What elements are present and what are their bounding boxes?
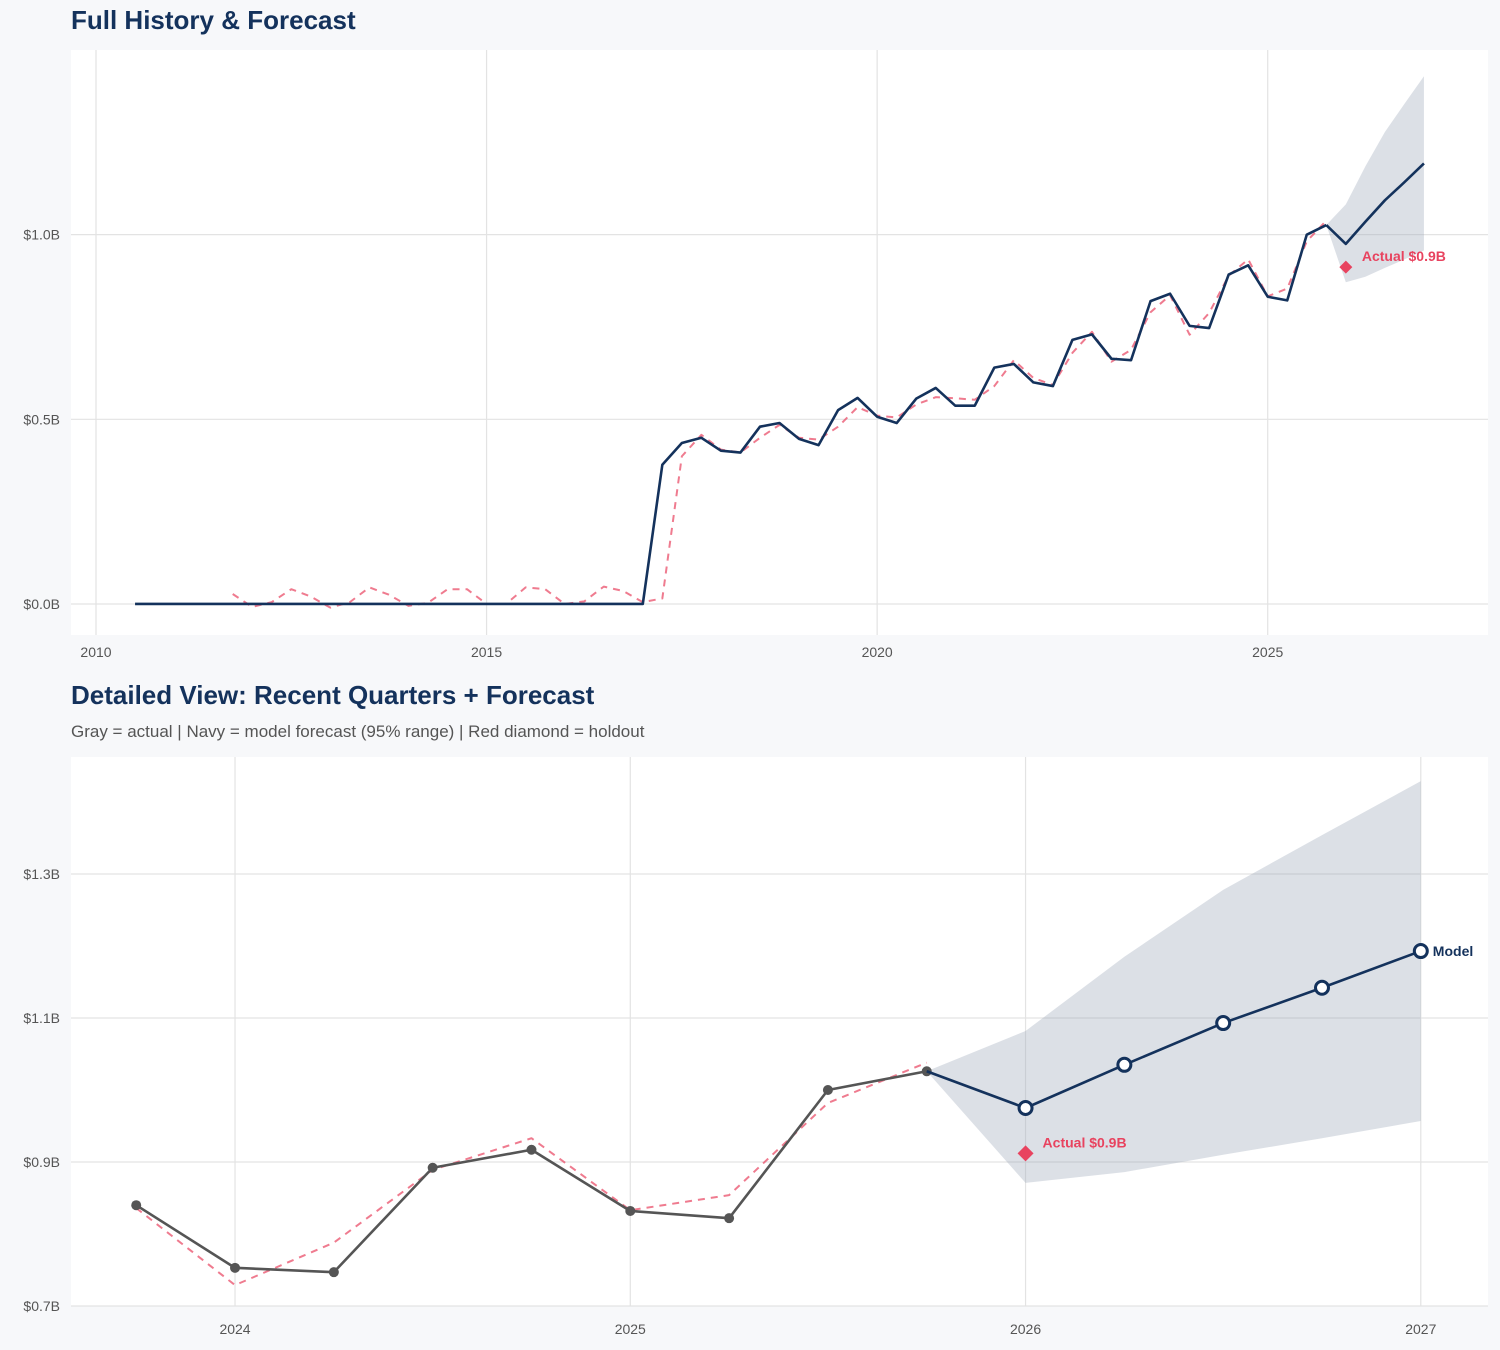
actual-line [135,223,1327,606]
forecast-point [1412,943,1429,960]
plot-area [71,757,1488,1306]
forecast-point [1017,1100,1034,1116]
forecast-point [1215,1015,1232,1032]
actual-point [427,1162,438,1173]
holdout-diamond [1339,260,1353,274]
x-tick-label: 2025 [1252,644,1283,660]
y-tick-label: $0.5B [23,411,60,427]
x-tick-label: 2026 [1010,1321,1041,1337]
history-chart-title: Full History & Forecast [71,5,356,35]
forecast-band [926,781,1421,1183]
actual-point [822,1085,833,1095]
y-tick-label: $1.0B [23,227,60,243]
x-tick-label: 2027 [1405,1321,1436,1337]
actual-point [625,1205,636,1216]
actual-point [328,1267,339,1278]
holdout-label: Actual $0.9B [1043,1134,1127,1150]
x-tick-label: 2025 [615,1321,646,1337]
holdout-diamond [1017,1145,1034,1162]
detail-chart-subtitle: Gray = actual | Navy = model forecast (9… [71,722,645,741]
x-tick-label: 2024 [219,1321,250,1337]
x-tick-label: 2015 [471,644,502,660]
forecast-point [1313,979,1330,996]
y-tick-label: $0.7B [23,1298,60,1314]
fitted-line [232,219,1328,609]
detail-chart-title: Detailed View: Recent Quarters + Forecas… [71,680,595,710]
detail-chart: 2024 2025 2026 2027 $0.7B $0.9B $1.1B $1.3B Mode… [23,757,1488,1337]
actual-point [131,1200,142,1211]
x-tick-label: 2010 [80,644,111,660]
actual-point [526,1144,537,1155]
forecast-point [1116,1056,1133,1073]
actual-point [724,1213,735,1224]
forecast-line [926,949,1422,1110]
y-tick-label: $0.0B [23,596,60,612]
x-tick-label: 2020 [862,644,893,660]
model-label: Model [1433,943,1473,959]
forecast-band [1326,76,1424,283]
actual-point [230,1262,241,1273]
y-tick-label: $0.9B [23,1154,60,1170]
y-tick-label: $1.1B [23,1010,60,1026]
forecast-line [1325,162,1425,246]
holdout-label: Actual $0.9B [1362,248,1446,264]
history-chart: 2010 2015 2020 2025 $0.0B $0.5B $1.0B Actual $0… [23,50,1488,660]
plot-area [71,50,1488,635]
y-tick-label: $1.3B [23,866,60,882]
